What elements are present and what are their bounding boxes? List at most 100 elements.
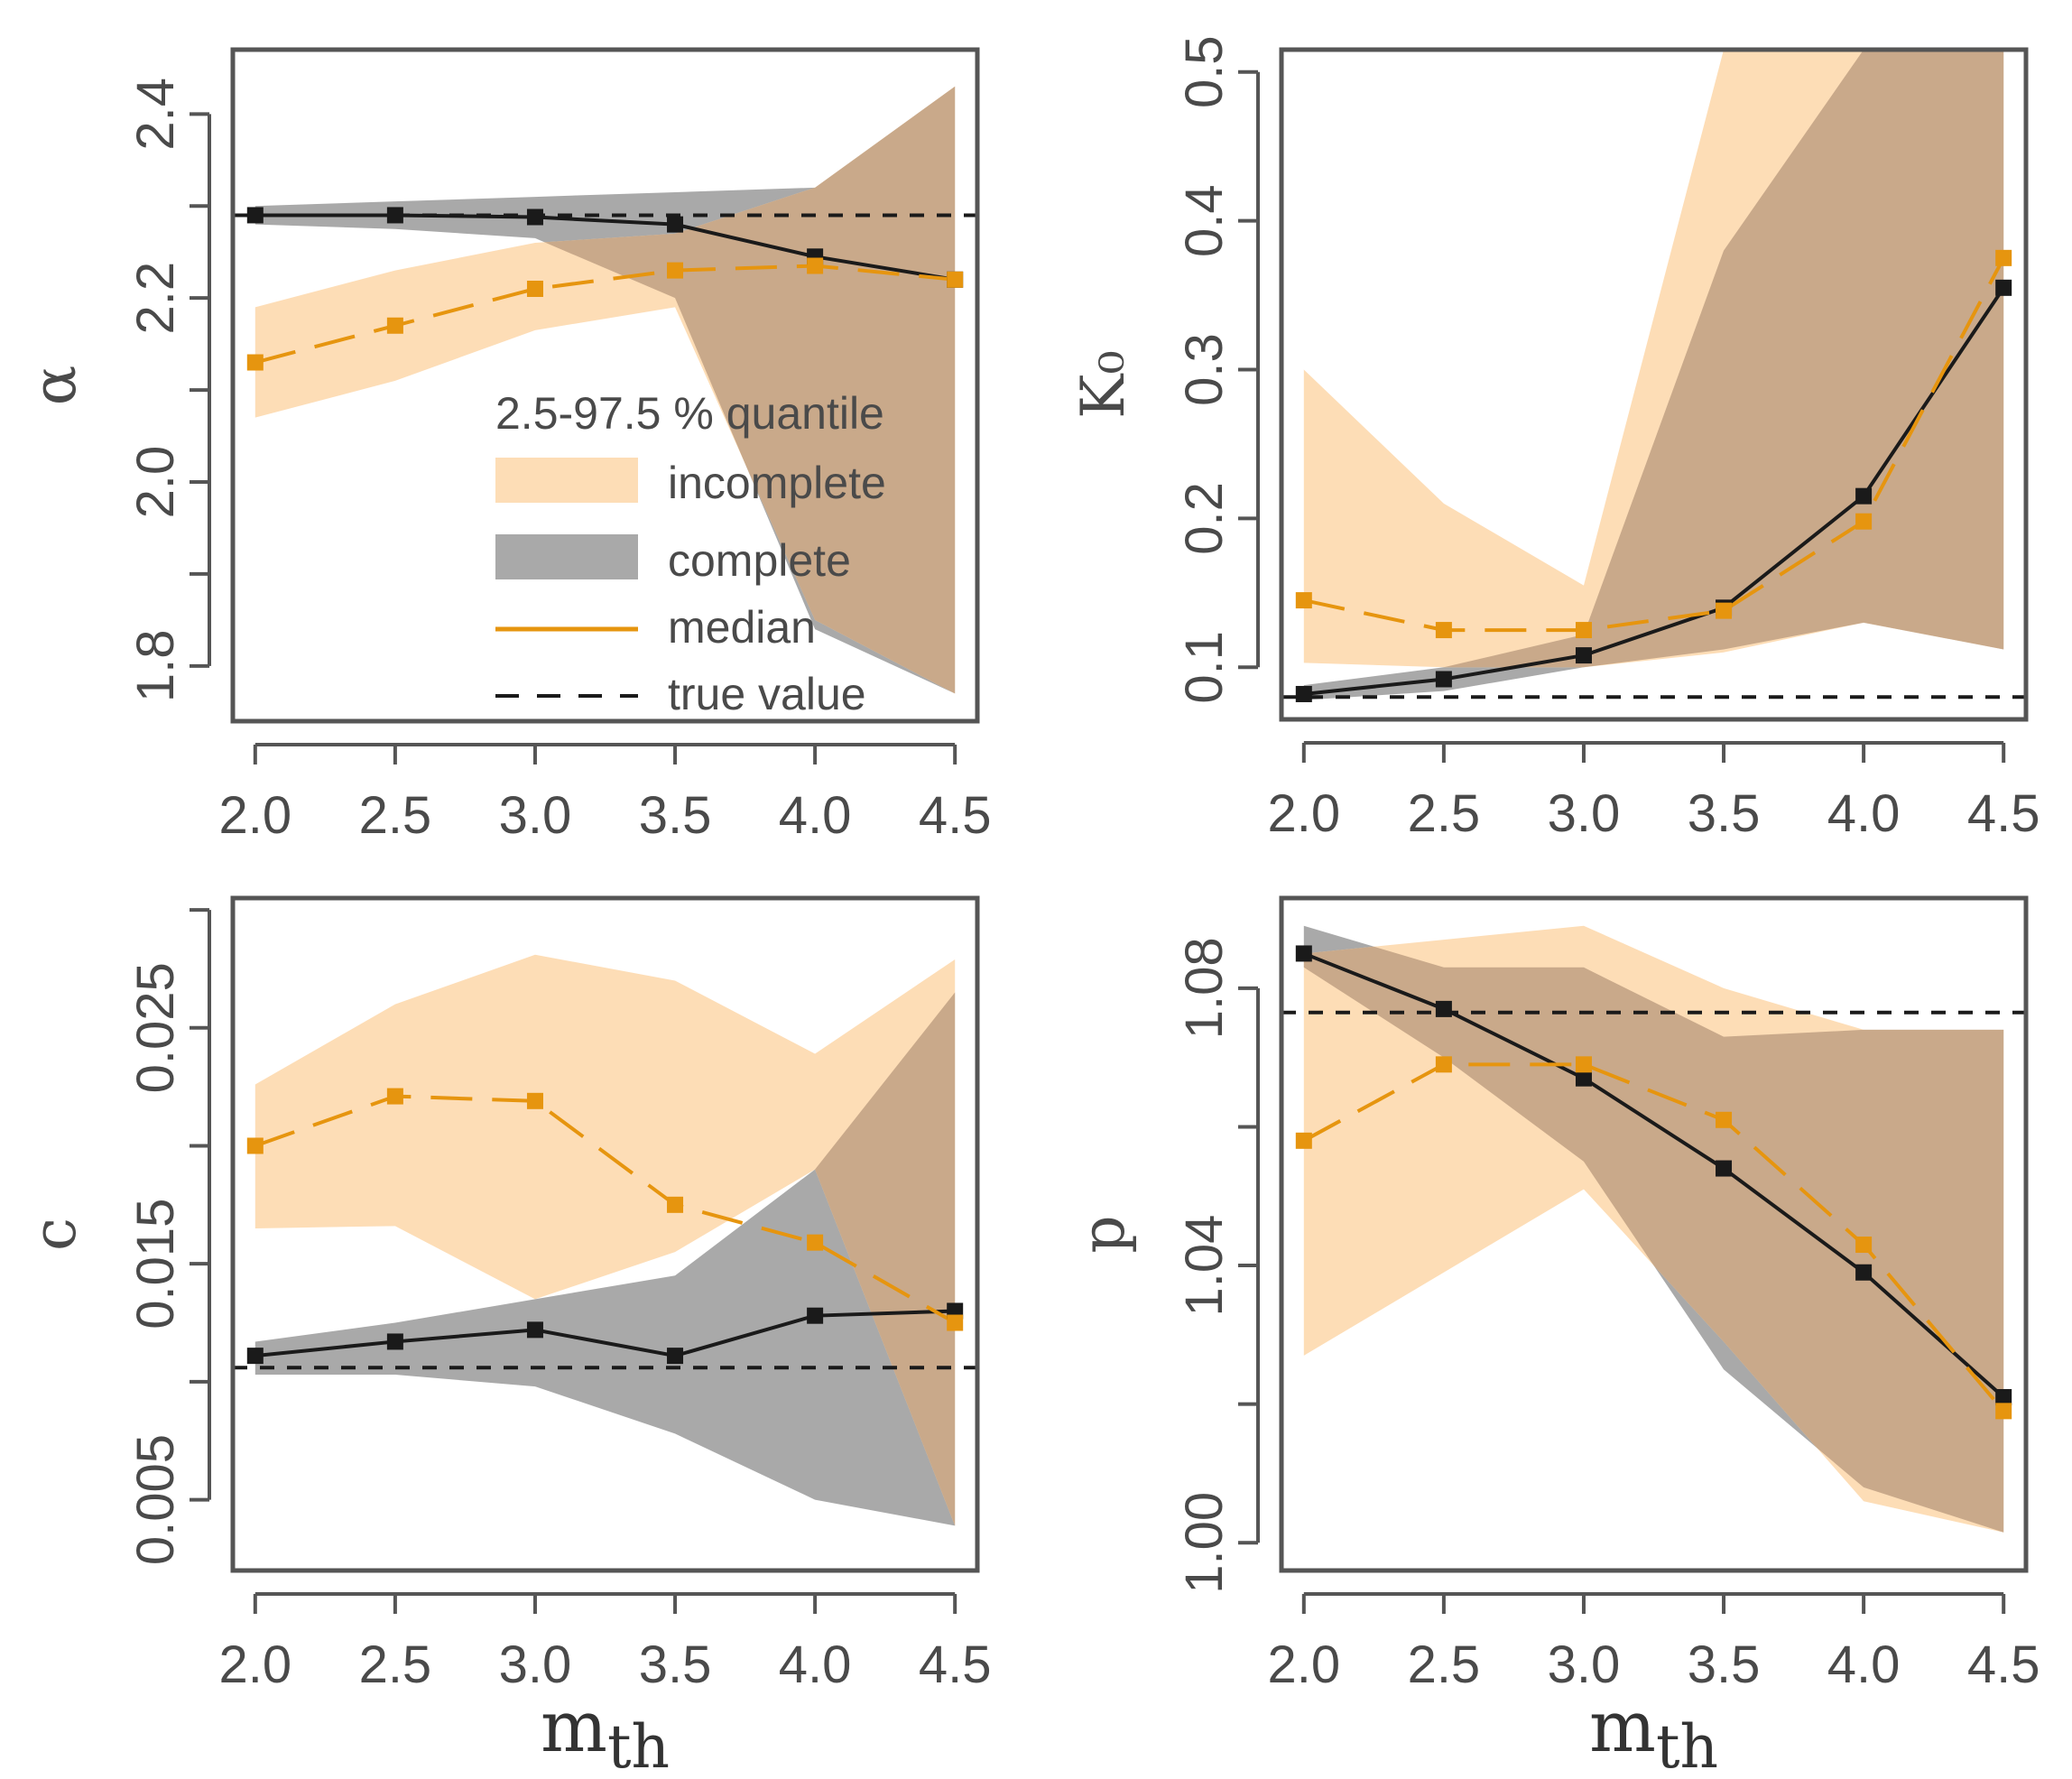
k0-point-incomplete	[1295, 592, 1312, 609]
k0-plot-frame	[1279, 47, 2029, 722]
k0-point-complete	[1855, 487, 1873, 505]
c-point-complete	[526, 1321, 543, 1339]
alpha-x-tick-label: 4.0	[779, 786, 852, 845]
alpha-point-complete	[386, 207, 403, 224]
c-plot-frame	[230, 895, 980, 1573]
legend: 2.5-97.5 % quantile incomplete complete …	[495, 388, 886, 719]
k0-point-complete	[1575, 647, 1592, 664]
k0-x-tick-label: 4.0	[1827, 784, 1901, 843]
p-point-complete	[1855, 1264, 1873, 1281]
p-point-incomplete	[1855, 1237, 1873, 1254]
p-x-tick-label: 2.5	[1408, 1635, 1481, 1694]
alpha-point-complete	[667, 216, 684, 233]
p-median-line-incomplete	[1302, 1062, 2005, 1413]
legend-label-true-value: true value	[668, 669, 866, 719]
p-x-axis-label: mth	[1589, 1687, 1718, 1779]
k0-point-complete	[1995, 279, 2012, 296]
k0-x-tick-label: 4.5	[1967, 784, 2040, 843]
c-point-complete	[386, 1333, 403, 1350]
p-x-tick-label: 3.0	[1548, 1635, 1621, 1694]
c-median-line-complete	[254, 1309, 956, 1358]
alpha-y-tick-label: 1.8	[126, 630, 185, 703]
alpha-y-axis-label: α	[20, 366, 89, 406]
c-y-tick-label: 0.005	[126, 1434, 185, 1565]
c-point-incomplete	[386, 1088, 403, 1105]
legend-swatch-complete	[495, 534, 638, 579]
k0-point-incomplete	[1575, 622, 1592, 639]
c-x-tick-label: 4.0	[779, 1635, 852, 1694]
alpha-y-tick-label: 2.4	[126, 78, 185, 151]
c-point-complete	[667, 1348, 684, 1365]
c-band-complete	[254, 992, 956, 1526]
alpha-point-incomplete	[526, 280, 543, 297]
legend-title: 2.5-97.5 % quantile	[495, 388, 884, 439]
c-point-incomplete	[947, 1314, 964, 1331]
legend-label-median: median	[668, 602, 816, 653]
alpha-y-tick-label: 2.0	[126, 446, 185, 519]
alpha-point-incomplete	[947, 271, 964, 288]
k0-x-tick-label: 3.0	[1548, 784, 1621, 843]
p-x-tick-label: 4.5	[1967, 1635, 2040, 1694]
c-x-tick-label: 3.0	[499, 1635, 572, 1694]
p-point-complete	[1295, 945, 1312, 962]
k0-x-tick-label: 2.0	[1267, 784, 1340, 843]
c-x-tick-label: 2.0	[218, 1635, 291, 1694]
legend-label-complete: complete	[668, 535, 851, 586]
p-band-overlap	[1303, 925, 2004, 1533]
c-point-incomplete	[807, 1234, 824, 1251]
k0-point-incomplete	[1716, 602, 1733, 619]
k0-median-line-incomplete	[1303, 256, 2005, 633]
k0-x-tick-label: 2.5	[1408, 784, 1481, 843]
p-point-incomplete	[1575, 1056, 1592, 1073]
chart-panel-c: 2.0 2.5 3.0 3.5 4.0 4.5 0.005 0.015 0.025 c mth	[20, 895, 992, 1779]
k0-point-complete	[1295, 685, 1312, 702]
k0-point-incomplete	[1435, 622, 1452, 639]
c-x-tick-label: 3.5	[639, 1635, 712, 1694]
alpha-x-tick-label: 2.5	[359, 786, 432, 845]
alpha-point-incomplete	[386, 317, 403, 334]
alpha-point-incomplete	[667, 262, 684, 279]
alpha-point-incomplete	[246, 354, 264, 371]
p-y-tick-label: 1.08	[1175, 937, 1234, 1039]
p-median-line-complete	[1303, 951, 2005, 1399]
p-y-tick-label: 1.00	[1175, 1492, 1234, 1594]
c-x-axis-label-sub: th	[607, 1712, 670, 1779]
p-x-tick-label: 3.5	[1688, 1635, 1761, 1694]
alpha-plot-frame	[230, 47, 980, 724]
legend-label-incomplete: incomplete	[668, 458, 886, 508]
c-band-incomplete	[254, 954, 956, 1526]
alpha-x-tick-label: 3.0	[499, 786, 572, 845]
c-median-line-incomplete	[254, 1094, 957, 1325]
k0-point-incomplete	[1855, 513, 1873, 530]
alpha-median-line-complete	[254, 213, 956, 282]
alpha-x-tick-label: 3.5	[639, 786, 712, 845]
chart-panel-p: 2.0 2.5 3.0 3.5 4.0 4.5 1.00 1.04 1.08 p mth	[1068, 895, 2040, 1779]
k0-y-tick-label: 0.1	[1175, 631, 1234, 704]
chart-panel-k0: 2.0 2.5 3.0 3.5 4.0 4.5 0.1 0.2 0.3 0.4 0.5 K₀	[1068, 35, 2040, 843]
alpha-point-complete	[246, 207, 264, 224]
p-point-incomplete	[1716, 1111, 1733, 1128]
k0-y-tick-label: 0.4	[1175, 184, 1234, 257]
alpha-point-complete	[526, 208, 543, 226]
p-point-complete	[1995, 1388, 2012, 1405]
p-point-incomplete	[1995, 1403, 2012, 1420]
chart-panel-alpha: 2.0 2.5 3.0 3.5 4.0 4.5 1.8 2.0 2.2 2.4 α	[20, 47, 992, 845]
k0-y-tick-label: 0.5	[1175, 35, 1234, 108]
p-point-incomplete	[1435, 1056, 1452, 1073]
k0-point-incomplete	[1995, 249, 2012, 266]
p-y-tick-label: 1.04	[1175, 1215, 1234, 1317]
k0-y-axis-label: K₀	[1068, 350, 1138, 419]
p-x-tick-label: 4.0	[1827, 1635, 1901, 1694]
alpha-x-tick-label: 4.5	[919, 786, 992, 845]
c-y-tick-label: 0.025	[126, 962, 185, 1093]
c-y-axis-label: c	[20, 1218, 89, 1251]
k0-x-tick-label: 3.5	[1688, 784, 1761, 843]
c-y-tick-label: 0.015	[126, 1199, 185, 1330]
alpha-y-tick-label: 2.2	[126, 262, 185, 335]
c-x-axis-label: mth	[541, 1687, 670, 1779]
alpha-x-tick-label: 2.0	[218, 786, 291, 845]
k0-band-overlap-group	[1303, 50, 2004, 668]
alpha-point-incomplete	[807, 257, 824, 274]
legend-swatch-incomplete	[495, 458, 638, 503]
